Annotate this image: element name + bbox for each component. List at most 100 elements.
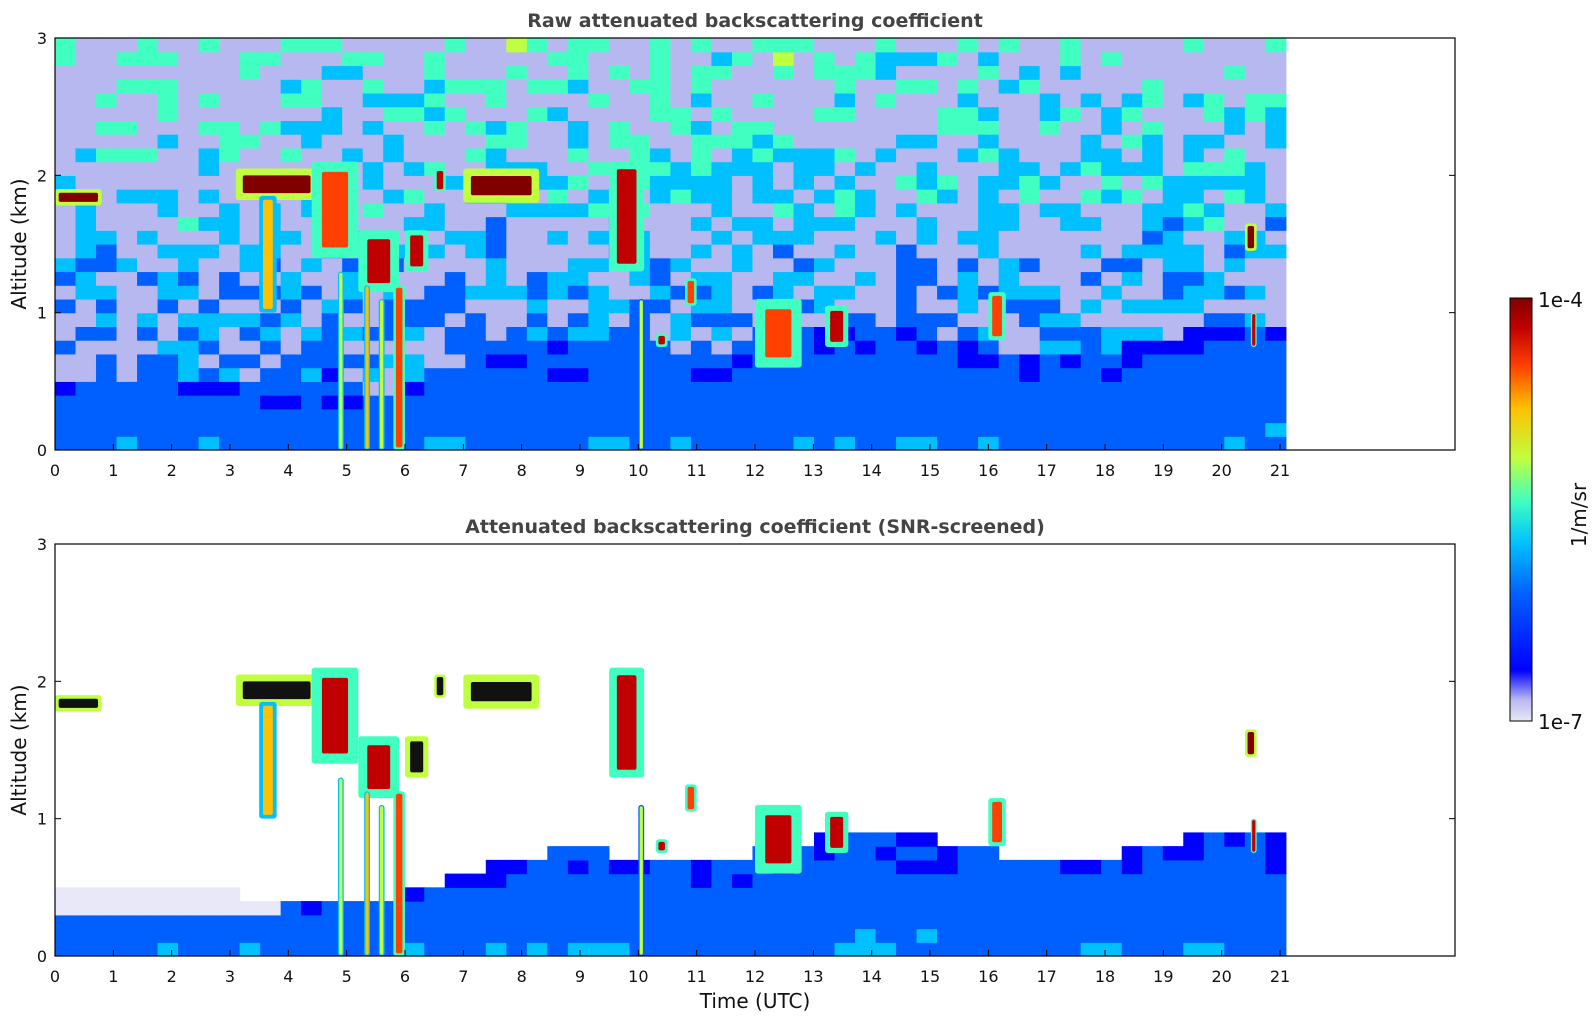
background-cell: [937, 887, 959, 902]
background-cell: [1162, 257, 1184, 273]
background-cell: [588, 38, 610, 53]
background-cell: [814, 873, 836, 888]
background-cell: [321, 901, 343, 916]
colorbar-min-label: 1e-7: [1538, 710, 1583, 734]
background-cell: [567, 942, 589, 956]
background-cell: [116, 147, 138, 163]
background-cell: [1039, 257, 1061, 273]
background-cell: [1039, 436, 1061, 450]
background-cell: [526, 147, 548, 163]
background-cell: [896, 134, 918, 149]
background-cell: [219, 189, 241, 204]
background-cell: [567, 189, 589, 204]
background-cell: [875, 134, 897, 149]
background-cell: [1101, 408, 1123, 424]
background-cell: [731, 914, 754, 930]
background-cell: [1101, 216, 1123, 231]
background-cell: [875, 942, 897, 956]
background-cell: [1121, 340, 1143, 355]
background-cell: [342, 367, 364, 382]
background-cell: [1080, 298, 1102, 314]
background-cell: [485, 914, 507, 930]
background-cell: [998, 257, 1020, 273]
feature-cloud: [259, 195, 277, 313]
feature-core: [263, 199, 273, 309]
background-cell: [1162, 202, 1184, 218]
background-cell: [1183, 147, 1205, 163]
background-cell: [301, 395, 323, 410]
background-cell: [157, 367, 179, 382]
background-cell: [96, 298, 118, 314]
background-cell: [978, 873, 1000, 888]
background-cell: [485, 285, 507, 300]
background-cell: [301, 65, 323, 80]
feature-core: [58, 192, 99, 202]
background-cell: [383, 79, 405, 94]
background-cell: [814, 367, 836, 382]
background-cell: [116, 298, 138, 314]
background-cell: [1019, 367, 1041, 382]
background-cell: [157, 202, 179, 218]
background-cell: [96, 395, 118, 410]
background-cell: [280, 285, 302, 300]
background-cell: [793, 367, 815, 382]
background-cell: [198, 285, 220, 300]
background-cell: [403, 106, 425, 121]
background-cell: [547, 914, 569, 930]
background-cell: [137, 422, 159, 437]
background-cell: [239, 92, 261, 108]
background-cell: [937, 873, 959, 888]
background-cell: [1265, 298, 1287, 314]
background-cell: [896, 353, 918, 369]
background-cell: [547, 340, 569, 355]
background-cell: [198, 92, 220, 108]
background-cell: [403, 161, 425, 176]
background-cell: [403, 147, 425, 163]
background-cell: [814, 408, 836, 424]
background-cell: [1142, 38, 1164, 53]
background-cell: [1060, 38, 1082, 53]
background-cell: [116, 271, 138, 286]
background-cell: [793, 257, 815, 273]
feature-column: [638, 804, 645, 956]
background-cell: [1183, 873, 1205, 888]
feature-cloud: [55, 189, 102, 206]
background-cell: [567, 134, 589, 149]
background-cell: [403, 408, 425, 424]
background-cell: [690, 367, 713, 382]
feature-core: [339, 272, 343, 449]
background-cell: [301, 106, 323, 121]
background-cell: [485, 326, 507, 341]
feature-core: [263, 705, 273, 815]
background-cell: [588, 285, 610, 300]
background-cell: [506, 422, 528, 437]
background-cell: [567, 381, 589, 396]
background-cell: [978, 244, 1000, 259]
background-cell: [1039, 147, 1061, 163]
background-cell: [1142, 408, 1164, 424]
background-cell: [1019, 381, 1041, 396]
background-cell: [1244, 65, 1266, 80]
background-cell: [55, 353, 77, 369]
background-cell: [896, 38, 918, 53]
feature-core: [687, 786, 695, 810]
background-cell: [1142, 285, 1164, 300]
background-cell: [1142, 901, 1164, 916]
background-cell: [526, 79, 548, 94]
background-cell: [137, 65, 159, 80]
background-cell: [1060, 914, 1082, 930]
background-cell: [1121, 285, 1143, 300]
background-cell: [772, 887, 795, 902]
background-cell: [444, 340, 466, 355]
background-cell: [875, 189, 897, 204]
background-cell: [485, 271, 507, 286]
background-cell: [96, 901, 118, 916]
background-cell: [916, 92, 938, 108]
background-cell: [75, 928, 97, 943]
background-cell: [937, 436, 959, 450]
background-cell: [342, 381, 364, 396]
background-cell: [855, 134, 877, 149]
background-cell: [896, 408, 918, 424]
background-cell: [178, 271, 200, 286]
background-cell: [1224, 381, 1246, 396]
